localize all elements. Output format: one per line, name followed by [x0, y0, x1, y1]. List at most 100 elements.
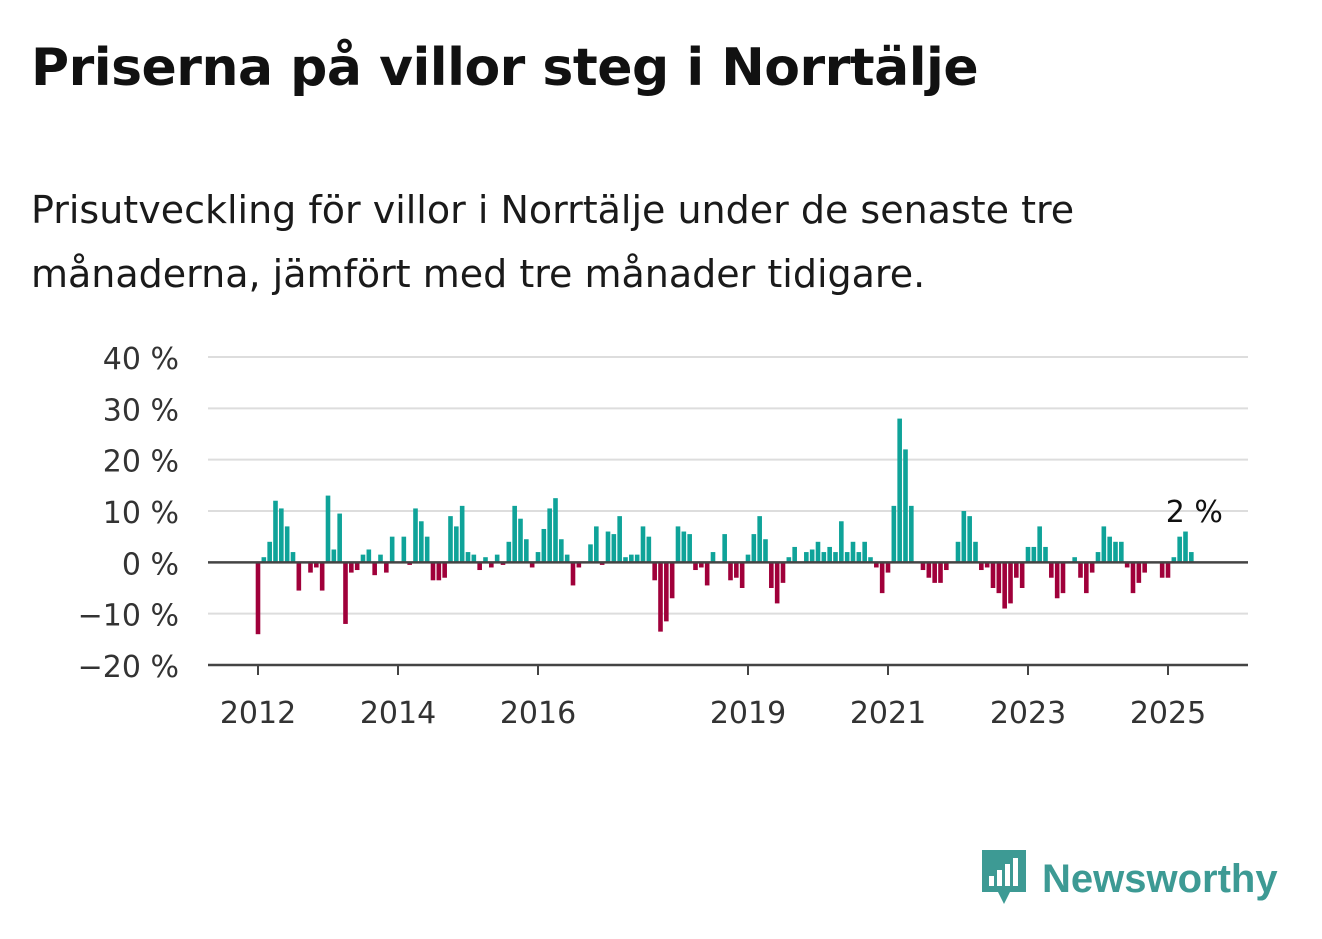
bar [465, 552, 471, 563]
bar [664, 562, 669, 622]
bar [454, 526, 459, 563]
bar [576, 562, 582, 568]
y-tick-label: 0 % [122, 547, 179, 582]
bar [1177, 536, 1182, 563]
bar [955, 541, 961, 563]
bar [827, 546, 832, 563]
bar [611, 534, 617, 563]
bar [1008, 562, 1013, 604]
bar [319, 562, 325, 591]
bar [658, 562, 663, 632]
data-label: 2 % [1166, 495, 1223, 530]
bar [559, 539, 564, 563]
bar [1136, 562, 1142, 583]
bar [500, 562, 506, 565]
bar [354, 562, 360, 571]
bar [506, 541, 512, 563]
bar [704, 562, 710, 586]
bar [547, 508, 552, 563]
bar [448, 516, 453, 563]
newsworthy-logo: Newsworthy [980, 848, 1278, 910]
y-tick-label: −20 % [78, 650, 179, 685]
bar [1189, 552, 1194, 563]
bar [646, 536, 652, 563]
bar [389, 536, 395, 563]
bar [413, 508, 418, 563]
bar [617, 516, 622, 563]
newsworthy-logo-text: Newsworthy [1042, 856, 1278, 901]
bar [1095, 552, 1101, 563]
bar [378, 554, 383, 563]
bar [1060, 562, 1066, 594]
bar [967, 516, 972, 563]
bar [261, 557, 267, 563]
x-tick-label: 2023 [990, 696, 1066, 731]
bar [430, 562, 436, 581]
bar [349, 562, 354, 573]
bar [792, 546, 797, 563]
bar [734, 562, 739, 578]
bar [640, 526, 646, 563]
bar [809, 549, 815, 563]
bar [687, 534, 692, 563]
bar [903, 449, 908, 563]
bar [739, 562, 745, 588]
bar [891, 505, 897, 563]
bar [669, 562, 675, 599]
bar [751, 534, 757, 563]
bar [483, 557, 488, 563]
bar [850, 541, 856, 563]
bar [710, 552, 716, 563]
bar [436, 562, 442, 581]
bar [996, 562, 1002, 594]
x-tick-label: 2014 [360, 696, 436, 731]
bar [419, 521, 424, 563]
bar [629, 554, 634, 563]
bar [337, 513, 342, 563]
bar [1054, 562, 1060, 599]
bar-chart: 40 % 30 % 20 % 10 % 0 % −10 % −20 % 2012 2014 201… [78, 342, 1248, 731]
bar [874, 562, 879, 568]
bar [564, 554, 570, 563]
bar [1037, 526, 1042, 563]
bar [774, 562, 780, 604]
bar [1078, 562, 1083, 578]
x-tick-label: 2021 [850, 696, 926, 731]
bar [961, 511, 967, 563]
x-tick-label: 2019 [710, 696, 786, 731]
bar [553, 498, 558, 563]
bar [599, 562, 605, 565]
bar [990, 562, 996, 588]
bar [897, 418, 902, 563]
bar [284, 526, 290, 563]
bar [1049, 562, 1054, 578]
x-tick-label: 2016 [500, 696, 576, 731]
bar [494, 554, 500, 563]
bar [652, 562, 657, 581]
bar [757, 516, 762, 563]
bar [1014, 562, 1019, 578]
bar [605, 531, 611, 563]
bar [856, 552, 862, 563]
y-tick-label: 10 % [103, 496, 179, 531]
bar [879, 562, 885, 594]
bar [401, 536, 407, 563]
bar [623, 557, 628, 563]
bar [815, 541, 821, 563]
bar [308, 562, 313, 573]
bar [524, 539, 529, 563]
bar [296, 562, 302, 591]
bar [973, 541, 978, 563]
bar [745, 554, 751, 563]
bar [862, 541, 867, 563]
bar [1031, 546, 1037, 563]
bar [833, 552, 838, 563]
bar [1183, 531, 1188, 563]
bar [366, 549, 372, 563]
bar [693, 562, 698, 571]
y-tick-label: 30 % [103, 393, 179, 428]
bar [594, 526, 599, 563]
bar [360, 554, 366, 563]
bar [267, 541, 272, 563]
bar [477, 562, 482, 571]
